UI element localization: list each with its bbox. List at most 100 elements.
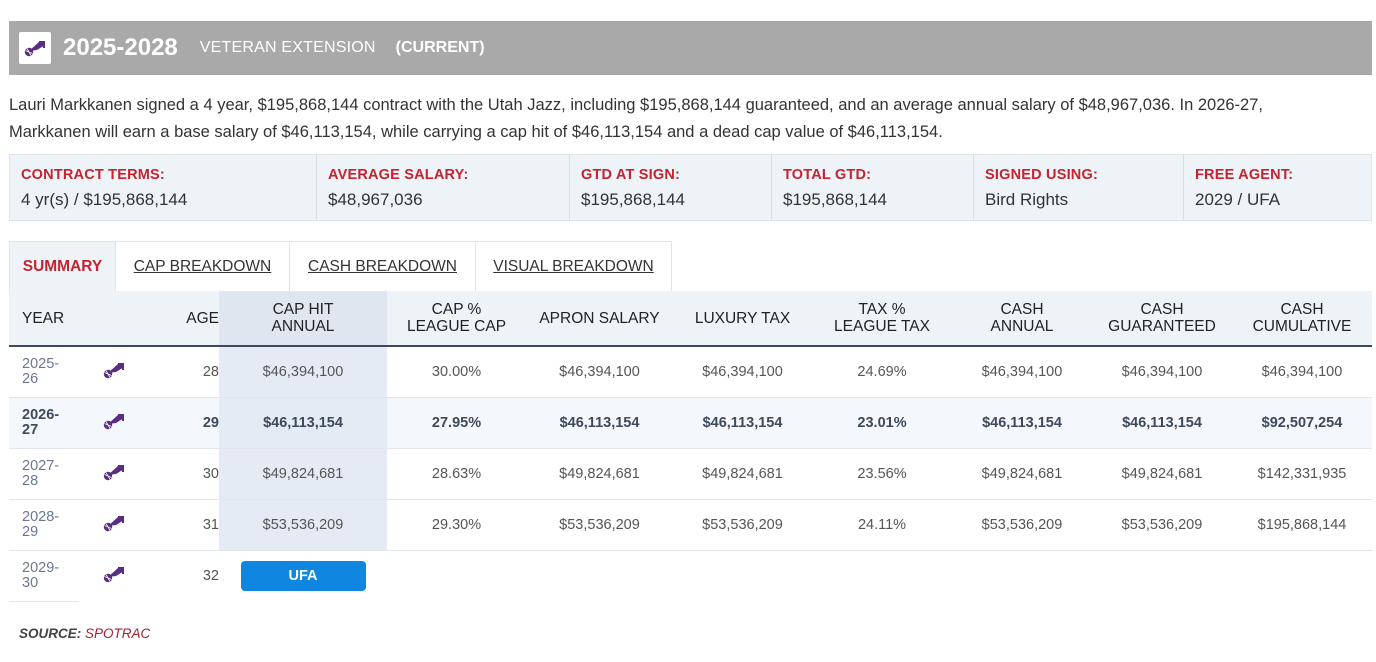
tax-pct-cell: 24.11% — [812, 499, 952, 551]
term-value: 2029 / UFA — [1195, 190, 1281, 209]
contract-years: 2025-2028 — [63, 34, 178, 61]
term-value: $48,967,036 — [328, 190, 423, 209]
luxury-tax-cell: $46,394,100 — [673, 346, 812, 398]
term-label: SIGNED USING: — [985, 167, 1098, 183]
year-part: 26 — [22, 371, 39, 387]
cash-guaranteed-cell: $53,536,209 — [1092, 499, 1232, 551]
col-label: CAP % — [431, 301, 482, 318]
team-logo-cell — [79, 448, 149, 500]
contract-type: VETERAN EXTENSION — [199, 39, 376, 56]
col-label: GUARANTEED — [1108, 318, 1216, 335]
year-cell: 2026- 27 — [9, 397, 79, 449]
table-row-ufa: 2029- 30 32 UFA — [9, 550, 1372, 602]
luxury-tax-cell: $46,113,154 — [673, 397, 812, 449]
col-luxury-tax: LUXURY TAX — [673, 291, 812, 347]
cash-annual-cell: $46,394,100 — [952, 346, 1092, 398]
contract-description: Lauri Markkanen signed a 4 year, $195,86… — [9, 92, 1359, 146]
term-label: AVERAGE SALARY: — [328, 167, 469, 183]
tab-summary[interactable]: SUMMARY — [9, 241, 116, 291]
term-label: TOTAL GTD: — [783, 167, 872, 183]
col-logo — [79, 291, 149, 347]
tax-pct-cell: 23.56% — [812, 448, 952, 500]
term-label: CONTRACT TERMS: — [21, 167, 165, 183]
year-part: 2026- — [22, 407, 60, 423]
year-part: 27 — [22, 422, 39, 438]
term-contract-terms: CONTRACT TERMS: 4 yr(s) / $195,868,144 — [10, 155, 317, 220]
col-year: YEAR — [9, 291, 79, 347]
table-row: 2027- 28 30 $49,824,681 28.63% $49,824,681 $49… — [9, 448, 1372, 500]
summary-table: YEAR AGE CAP HIT ANNUAL CAP % LEAGUE CAP A… — [9, 291, 1372, 602]
tab-cash-breakdown[interactable]: CASH BREAKDOWN — [289, 241, 476, 291]
cash-cumulative-cell: $92,507,254 — [1232, 397, 1372, 449]
description-line: Markkanen will earn a base salary of $46… — [9, 123, 943, 141]
year-part: 2028- — [22, 509, 60, 525]
jazz-logo-icon — [101, 363, 127, 384]
cash-guaranteed-cell: $49,824,681 — [1092, 448, 1232, 500]
col-label: LEAGUE TAX — [834, 318, 930, 335]
cash-annual-cell: $49,824,681 — [952, 448, 1092, 500]
year-part: 29 — [22, 524, 39, 540]
age-cell: 32 — [202, 568, 219, 585]
col-cash-guaranteed: CASH GUARANTEED — [1092, 291, 1232, 347]
table-row: 2025- 26 28 $46,394,100 30.00% $46,394,100 $46… — [9, 346, 1372, 398]
ufa-badge: UFA — [240, 561, 366, 592]
cap-hit-cell: $53,536,209 — [219, 499, 387, 551]
contract-status: (CURRENT) — [395, 39, 485, 56]
col-label: LEAGUE CAP — [406, 318, 507, 335]
year-cell: 2025- 26 — [9, 346, 79, 398]
term-total-gtd: TOTAL GTD: $195,868,144 — [772, 155, 974, 220]
term-value: 4 yr(s) / $195,868,144 — [21, 190, 188, 209]
term-signed-using: SIGNED USING: Bird Rights — [974, 155, 1184, 220]
apron-cell: $53,536,209 — [526, 499, 673, 551]
breakdown-tabs: SUMMARY CAP BREAKDOWN CASH BREAKDOWN VIS… — [9, 241, 672, 291]
source-label: SOURCE: — [19, 626, 82, 641]
col-cap-hit: CAP HIT ANNUAL — [219, 291, 387, 347]
ufa-cell: UFA — [219, 551, 387, 602]
luxury-tax-cell: $53,536,209 — [673, 499, 812, 551]
year-part: 30 — [22, 575, 39, 591]
jazz-logo-icon — [101, 414, 127, 435]
col-label: CASH — [1140, 301, 1184, 318]
apron-cell: $49,824,681 — [526, 448, 673, 500]
col-age-label: AGE — [186, 309, 219, 327]
table-row: 2028- 29 31 $53,536,209 29.30% $53,536,209 $53… — [9, 499, 1372, 551]
cash-cumulative-cell: $195,868,144 — [1232, 499, 1372, 551]
year-cell: 2027- 28 — [9, 448, 79, 500]
year-part: 2025- — [22, 356, 60, 372]
term-label: GTD AT SIGN: — [581, 167, 681, 183]
term-value: $195,868,144 — [581, 190, 685, 209]
source-link[interactable]: SPOTRAC — [85, 626, 151, 641]
team-logo-cell — [79, 346, 149, 398]
luxury-tax-cell: $49,824,681 — [673, 448, 812, 500]
year-cell: 2029- 30 — [9, 550, 79, 602]
tax-pct-cell: 24.69% — [812, 346, 952, 398]
col-label: CUMULATIVE — [1252, 318, 1352, 335]
cash-annual-cell: $46,113,154 — [952, 397, 1092, 449]
age-cell: 29 — [149, 397, 219, 449]
col-label: CASH — [1280, 301, 1324, 318]
year-part: 28 — [22, 473, 39, 489]
col-cash-annual: CASH ANNUAL — [952, 291, 1092, 347]
description-line: Lauri Markkanen signed a 4 year, $195,86… — [9, 96, 1263, 114]
tab-cap-breakdown[interactable]: CAP BREAKDOWN — [115, 241, 290, 291]
year-part: 2029- — [22, 560, 60, 576]
cash-cumulative-cell: $142,331,935 — [1232, 448, 1372, 500]
term-average-salary: AVERAGE SALARY: $48,967,036 — [317, 155, 570, 220]
team-logo-cell — [79, 397, 149, 449]
tab-visual-breakdown[interactable]: VISUAL BREAKDOWN — [475, 241, 672, 291]
contract-terms: CONTRACT TERMS: 4 yr(s) / $195,868,144 A… — [9, 154, 1372, 221]
cap-pct-cell: 29.30% — [387, 499, 526, 551]
table-body: 2025- 26 28 $46,394,100 30.00% $46,394,100 $46… — [9, 346, 1372, 602]
age-cell: 31 — [149, 499, 219, 551]
col-tax-pct: TAX % LEAGUE TAX — [812, 291, 952, 347]
table-header-row: YEAR AGE CAP HIT ANNUAL CAP % LEAGUE CAP A… — [9, 291, 1372, 347]
jazz-logo — [19, 32, 51, 64]
term-free-agent: FREE AGENT: 2029 / UFA — [1184, 155, 1371, 220]
team-logo-cell — [79, 499, 149, 551]
term-label: FREE AGENT: — [1195, 167, 1294, 183]
cap-hit-cell: $46,394,100 — [219, 346, 387, 398]
tax-pct-cell: 23.01% — [812, 397, 952, 449]
source-credit: SOURCE: SPOTRAC — [19, 626, 150, 641]
contract-header: 2025-2028 VETERAN EXTENSION (CURRENT) — [9, 21, 1372, 75]
col-label: CASH — [1000, 301, 1044, 318]
